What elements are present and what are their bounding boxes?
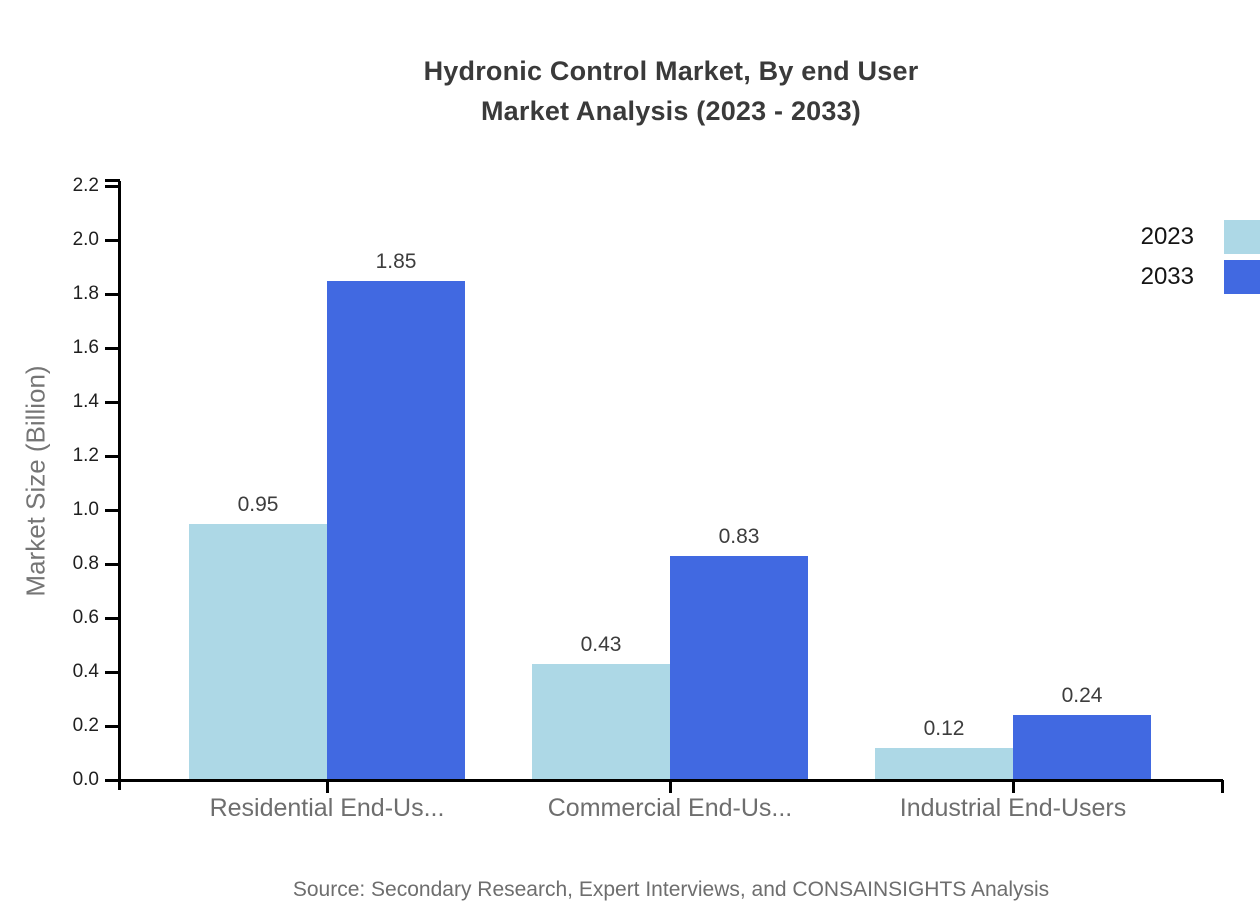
y-tick-label: 0.0	[72, 769, 99, 790]
bar-value-label: 0.12	[923, 716, 965, 740]
y-tick-label: 1.2	[72, 445, 99, 466]
y-tick	[105, 347, 120, 350]
y-tick	[105, 725, 120, 728]
bar-2023-1	[189, 523, 327, 780]
bar-2033-2	[670, 555, 808, 780]
x-category-label: Commercial End-Us...	[547, 794, 793, 822]
y-tick-label: 2.2	[72, 175, 99, 196]
bar-value-label: 0.95	[237, 492, 279, 516]
chart-title-line2: Market Analysis (2023 - 2033)	[480, 96, 862, 126]
legend-swatch-icon	[1224, 260, 1260, 294]
x-axis-line	[105, 779, 1223, 782]
y-axis-top-cap-tick	[105, 179, 120, 182]
chart-title-line1: Hydronic Control Market, By end User	[423, 56, 919, 86]
bar-2033-3	[1013, 715, 1151, 780]
y-tick-label: 2.0	[72, 229, 99, 250]
bar-2033-1	[327, 280, 465, 780]
y-tick	[105, 185, 120, 188]
source-caption: Source: Secondary Research, Expert Inter…	[292, 878, 1050, 901]
x-axis-end-tick	[1221, 780, 1224, 793]
legend-swatch-icon	[1224, 220, 1260, 254]
y-tick	[105, 455, 120, 458]
y-tick	[105, 563, 120, 566]
bar-value-label: 1.85	[375, 249, 417, 273]
y-axis-line	[118, 181, 121, 790]
y-tick	[105, 509, 120, 512]
x-tick	[1012, 780, 1015, 793]
legend-item-2023: 2023	[1141, 217, 1260, 257]
legend-item-2033: 2033	[1141, 257, 1260, 297]
y-tick-label: 1.6	[72, 337, 99, 358]
x-category-label: Industrial End-Users	[899, 794, 1127, 822]
y-tick	[105, 293, 120, 296]
bar-value-label: 0.83	[718, 524, 760, 548]
bar-value-label: 0.43	[580, 632, 622, 656]
bar-value-label: 0.24	[1061, 684, 1103, 708]
y-tick-label: 1.8	[72, 283, 99, 304]
x-tick	[326, 780, 329, 793]
y-tick	[105, 671, 120, 674]
y-tick-label: 0.8	[72, 553, 99, 574]
y-tick-label: 1.0	[72, 499, 99, 520]
legend-label: 2033	[1140, 263, 1194, 290]
y-tick	[105, 617, 120, 620]
bar-2023-2	[532, 663, 670, 780]
x-tick	[669, 780, 672, 793]
y-tick-label: 0.4	[72, 661, 99, 682]
y-tick	[105, 779, 120, 782]
y-tick	[105, 401, 120, 404]
legend: 2023 2033	[1141, 217, 1260, 297]
y-tick-label: 1.4	[72, 391, 99, 412]
legend-label: 2023	[1140, 223, 1194, 250]
bar-2023-3	[875, 747, 1013, 780]
x-category-label: Residential End-Us...	[209, 794, 445, 822]
y-tick-label: 0.2	[72, 715, 99, 736]
y-tick-label: 0.6	[72, 607, 99, 628]
y-tick	[105, 239, 120, 242]
chart-title: Hydronic Control Market, By end User Mar…	[424, 51, 919, 131]
